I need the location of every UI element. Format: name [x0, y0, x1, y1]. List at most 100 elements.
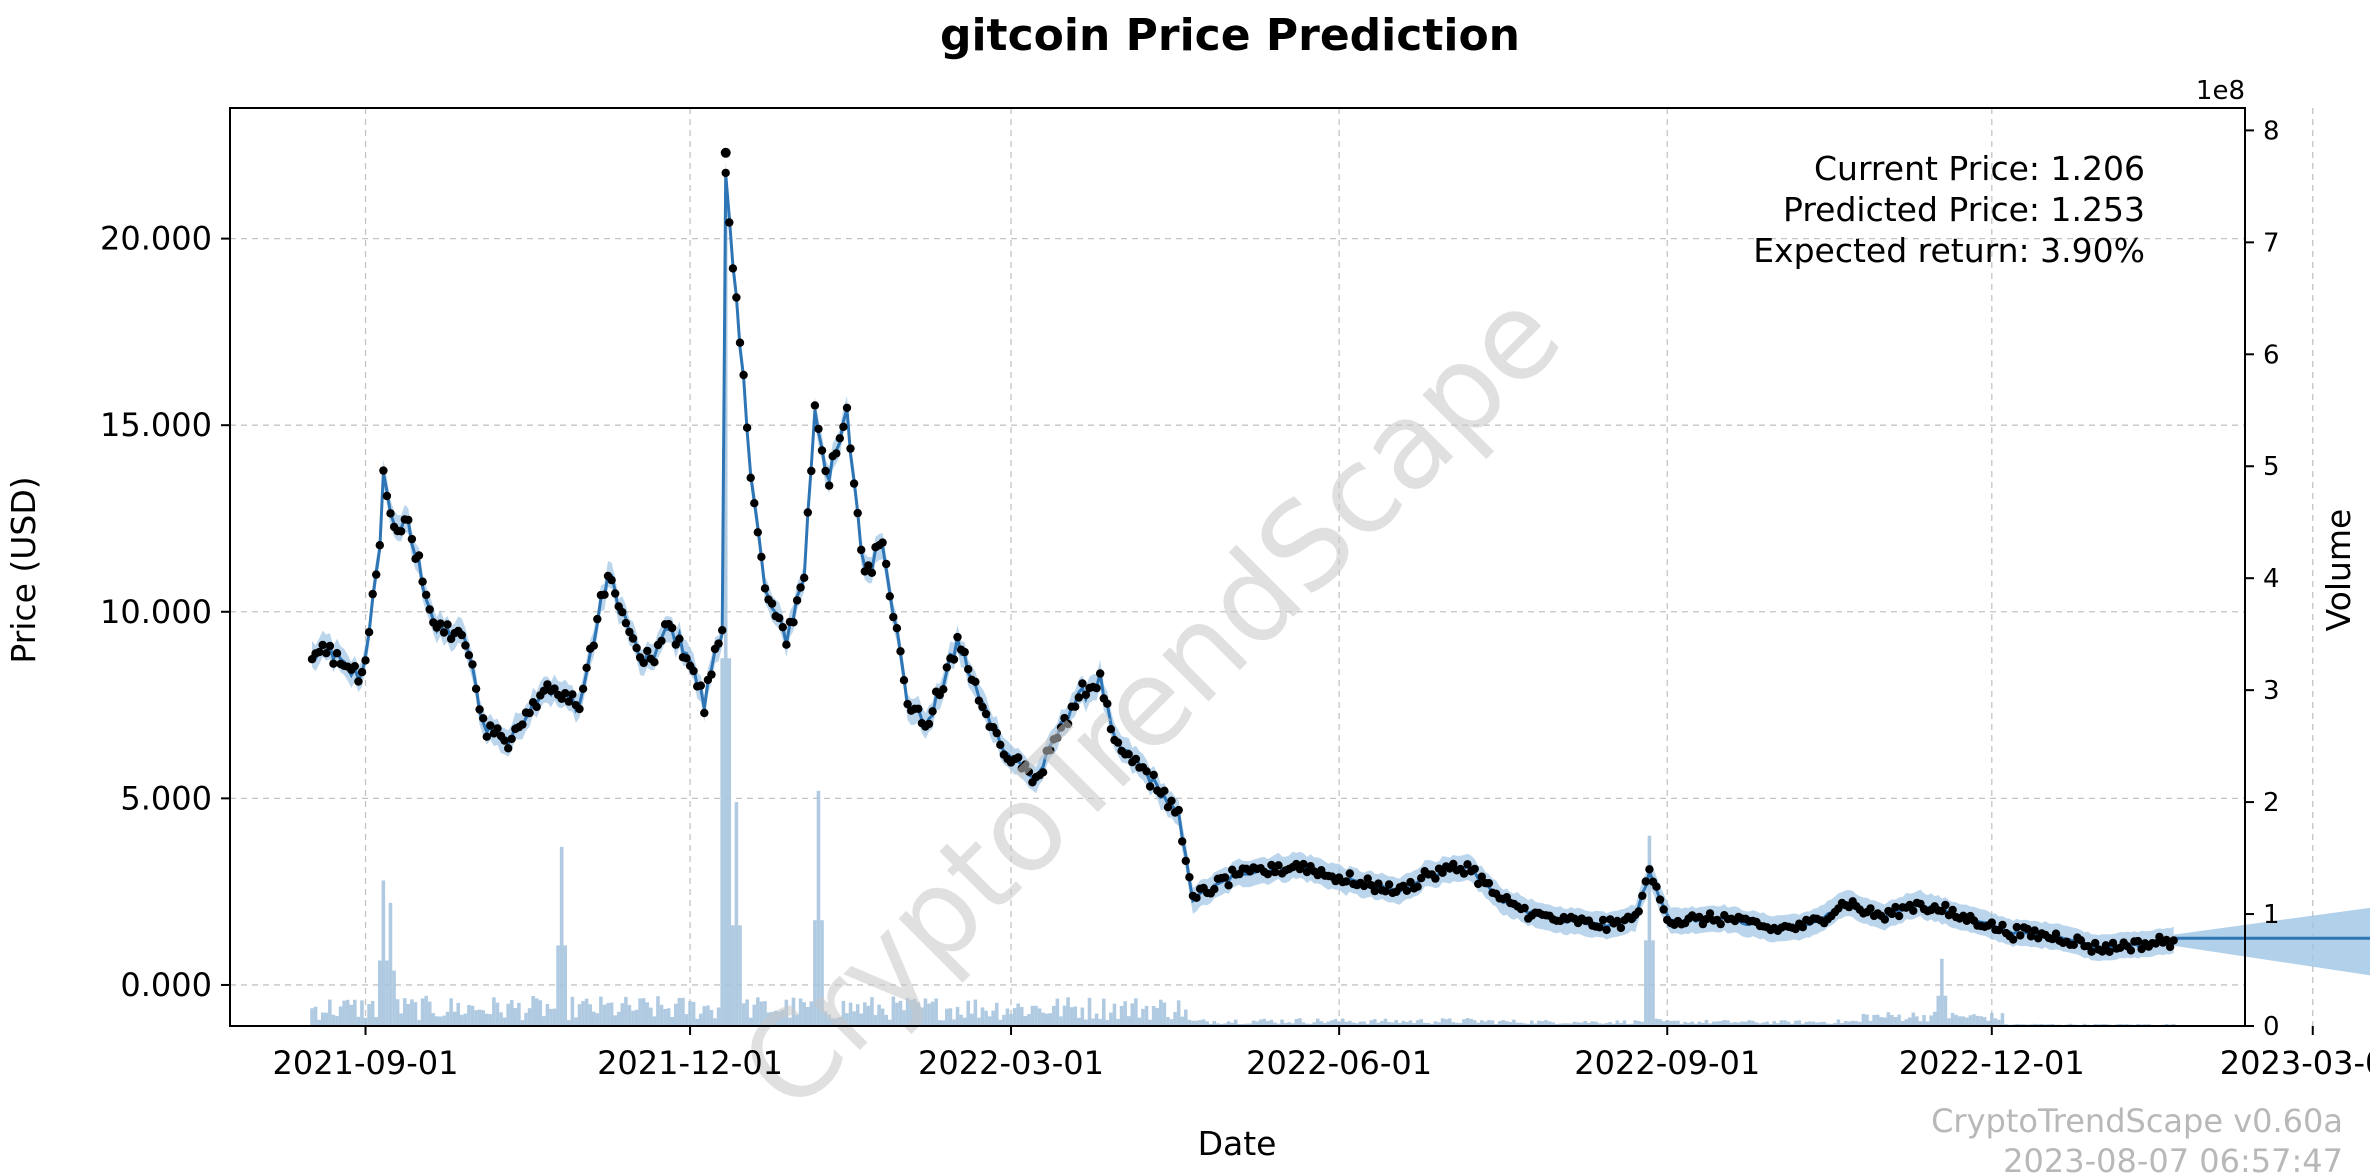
plot-frame: [229, 107, 2246, 1027]
volume-bar: [1551, 1022, 1555, 1026]
volume-bar: [677, 997, 682, 1026]
price-point: [1470, 864, 1479, 874]
price-point: [1438, 868, 1447, 877]
volume-bar: [1319, 1021, 1324, 1026]
volume-bar: [848, 1002, 853, 1026]
volume-bar: [741, 1003, 746, 1026]
volume-bar: [1883, 1017, 1887, 1026]
volume-bar: [720, 658, 724, 1026]
volume-bar: [1027, 1014, 1031, 1026]
volume-bar: [1943, 995, 1948, 1026]
price-point: [404, 515, 413, 525]
volume-bar: [1266, 1021, 1270, 1026]
volume-bar: [2118, 1023, 2122, 1026]
y-tick-label: 15.000: [100, 406, 212, 444]
volume-bar: [1408, 1020, 1413, 1026]
price-point: [725, 218, 734, 227]
volume-bar: [460, 1014, 464, 1026]
volume-bar: [745, 999, 749, 1026]
price-point: [789, 618, 798, 627]
volume-bar: [1244, 1023, 1249, 1026]
volume-bar: [559, 846, 564, 1026]
volume-bar: [567, 1020, 571, 1026]
volume-bar: [1287, 1022, 1291, 1026]
price-point: [981, 709, 991, 719]
volume-bar: [317, 1019, 321, 1026]
price-point: [1224, 881, 1233, 890]
volume-bar: [1062, 1005, 1067, 1026]
volume-bar: [1811, 1021, 1816, 1026]
volume-bar: [952, 1019, 956, 1026]
volume-bar: [1276, 1023, 1281, 1026]
price-point: [842, 403, 852, 412]
volume-bar: [1315, 1018, 1320, 1026]
volume-bar: [1422, 1022, 1427, 1026]
volume-bar: [506, 1003, 510, 1026]
volume-bar: [1715, 1021, 1719, 1026]
price-point: [853, 508, 862, 518]
volume-bar: [930, 1001, 935, 1026]
volume-bar: [1565, 1023, 1570, 1026]
volume-bar: [973, 999, 978, 1026]
price-point: [1616, 923, 1626, 933]
x-tick-label: 2022-09-01: [1574, 1044, 1760, 1082]
volume-bar: [788, 1017, 792, 1026]
volume-bar: [898, 1000, 903, 1026]
price-point: [1909, 906, 1918, 915]
volume-bar: [1126, 1016, 1131, 1026]
price-point: [318, 640, 327, 650]
price-point: [1459, 869, 1469, 878]
volume-bar: [1868, 1020, 1873, 1026]
price-point: [354, 677, 363, 686]
price-point: [996, 740, 1005, 749]
volume-bar: [1273, 1022, 1277, 1026]
volume-bar: [795, 1014, 799, 1026]
price-point: [782, 640, 791, 649]
price-point: [885, 592, 894, 601]
volume-bar: [1697, 1021, 1702, 1026]
volume-bar: [962, 1017, 967, 1026]
volume-bar: [1804, 1021, 1809, 1026]
volume-bar: [645, 1002, 650, 1026]
volume-bar: [2171, 1023, 2176, 1026]
price-point: [1716, 919, 1725, 929]
price-point: [539, 686, 548, 695]
volume-bar: [331, 1014, 336, 1026]
volume-bar: [1440, 1018, 1445, 1026]
y-tick-label: 0.000: [120, 966, 212, 1004]
volume-bar: [1405, 1021, 1409, 1026]
price-point: [2165, 942, 2175, 952]
volume-bar: [1380, 1020, 1384, 1026]
price-point: [578, 684, 588, 693]
price-point: [1891, 902, 1900, 912]
volume-bar: [2164, 1023, 2169, 1026]
volume-bar: [470, 1005, 475, 1026]
price-point: [425, 605, 434, 614]
price-point: [1695, 912, 1704, 922]
volume-bar: [624, 996, 628, 1026]
volume-bar: [595, 1013, 600, 1026]
price-point: [1046, 746, 1055, 755]
volume-bar: [1447, 1018, 1452, 1026]
volume-bar: [1148, 1019, 1152, 1026]
volume-bar: [328, 999, 332, 1026]
volume-bar: [388, 902, 393, 1026]
volume-bar: [1957, 1016, 1962, 1026]
volume-bar: [905, 997, 910, 1026]
price-point: [1374, 879, 1383, 888]
price-point: [1014, 753, 1023, 762]
volume-bar: [1283, 1022, 1288, 1026]
volume-bar: [1783, 1020, 1787, 1026]
volume-bar: [445, 1011, 450, 1026]
volume-bar: [1155, 1007, 1160, 1026]
volume-bar: [798, 998, 803, 1026]
prediction-band: [2173, 907, 2370, 976]
volume-bar: [1597, 1023, 1602, 1026]
price-point: [1887, 909, 1897, 919]
price-point: [924, 719, 934, 729]
price-point: [468, 660, 477, 669]
volume-bar: [1740, 1021, 1744, 1026]
price-point: [1160, 786, 1169, 795]
predicted-price-annotation: Predicted Price: 1.253: [1783, 190, 2145, 229]
volume-bar: [2082, 1023, 2087, 1026]
